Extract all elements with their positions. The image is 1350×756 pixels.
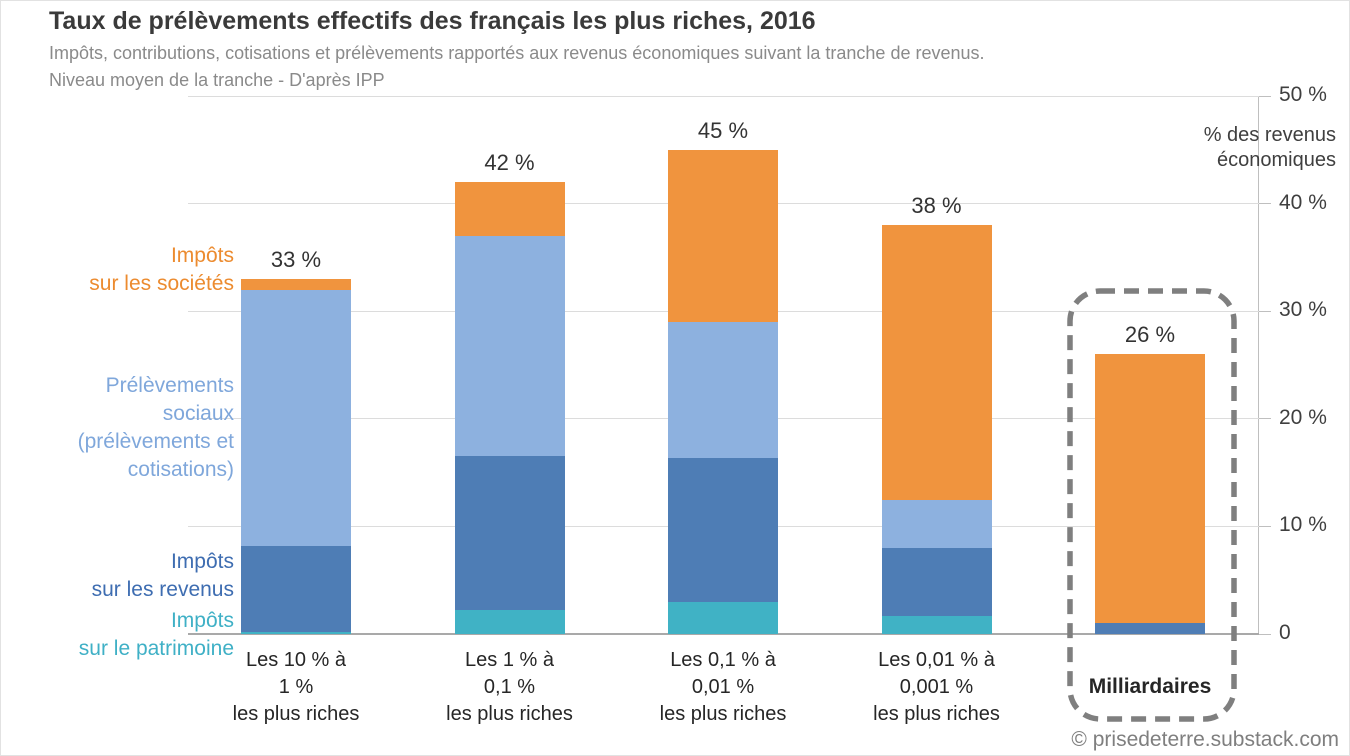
segment	[881, 615, 992, 634]
legend-item-patrimoine: Impôts sur le patrimoine	[1, 607, 234, 663]
segment	[454, 610, 565, 634]
segment	[454, 456, 565, 611]
category-label-line: 1 %	[278, 676, 314, 698]
category-label-line: Les 0,1 % à	[670, 649, 776, 671]
legend-item-revenus: Impôts sur les revenus	[1, 548, 234, 604]
segment	[241, 545, 351, 632]
category-label: Les 10 % à 1 % les plus riches	[181, 647, 411, 728]
category-label-line: les plus riches	[659, 703, 787, 725]
category-label-line: Milliardaires	[1088, 675, 1212, 698]
category-label: Les 0,1 % à 0,01 % les plus riches	[608, 647, 838, 728]
legend-label-line: Impôts	[170, 550, 234, 573]
bar-tranche-3	[668, 149, 778, 634]
segment	[1095, 623, 1205, 634]
legend-label-line: sur les sociétés	[89, 272, 234, 295]
gridline-50	[188, 95, 1259, 97]
segment	[241, 289, 351, 546]
legend-label-line: cotisations)	[127, 458, 234, 481]
legend-item-sociaux: Prélèvements sociaux (prélèvements et cotis…	[1, 372, 234, 484]
category-label-line: les plus riches	[232, 703, 360, 725]
segment	[668, 149, 778, 322]
segment	[241, 278, 351, 290]
segment	[241, 631, 351, 634]
segment	[881, 547, 992, 616]
y-tick-label-40: 40 %	[1279, 190, 1327, 214]
segment	[454, 182, 565, 236]
y-axis-line	[1258, 96, 1259, 634]
bar-tranche-4	[881, 225, 992, 634]
category-label-line: Les 10 % à	[245, 649, 347, 671]
y-tick-mark-10	[1259, 525, 1271, 527]
y-tick-mark-30	[1259, 310, 1271, 312]
bar-total-label: 42 %	[484, 150, 535, 176]
legend-label-line: sociaux	[162, 402, 234, 425]
plot-area	[188, 95, 1259, 635]
y-tick-mark-40	[1259, 203, 1271, 205]
legend-label-line: Impôts	[170, 609, 234, 632]
x-axis-baseline	[188, 633, 1259, 635]
legend-label-line: sur le patrimoine	[78, 637, 234, 660]
bar-tranche-1	[241, 278, 351, 634]
category-label-line: les plus riches	[873, 703, 1000, 725]
chart-title: Taux de prélèvements effectifs des franç…	[49, 7, 816, 35]
category-label: Les 1 % à 0,1 % les plus riches	[395, 647, 625, 728]
bar-total-label: 45 %	[697, 117, 749, 143]
y-tick-label-30: 30 %	[1279, 298, 1327, 322]
legend-item-societes: Impôts sur les sociétés	[1, 242, 234, 298]
segment	[454, 235, 565, 457]
y-tick-label-10: 10 %	[1279, 513, 1327, 537]
category-label: Les 0,01 % à 0,001 % les plus riches	[822, 647, 1052, 728]
bar-milliardaires	[1095, 354, 1205, 634]
y-tick-mark-0	[1259, 633, 1271, 635]
bar-total-label: 26 %	[1124, 322, 1176, 348]
segment	[1095, 354, 1205, 624]
segment	[881, 499, 992, 548]
segment	[668, 457, 778, 602]
copyright-text: © prisedeterre.substack.com	[1071, 728, 1339, 751]
y-tick-mark-50	[1259, 95, 1271, 97]
bar-tranche-2	[454, 182, 565, 634]
legend-label-line: Impôts	[170, 244, 234, 267]
legend-label-line: sur les revenus	[91, 578, 234, 601]
category-label-line: 0,001 %	[899, 676, 974, 698]
chart-subtitle-line2: Niveau moyen de la tranche - D'après IPP	[49, 70, 385, 90]
y-axis-title: % des revenus économiques	[1203, 124, 1336, 171]
segment	[881, 225, 992, 500]
y-tick-mark-20	[1259, 418, 1271, 420]
legend-label-line: (prélèvements et	[77, 430, 234, 453]
category-label-line: 0,1 %	[483, 676, 536, 698]
y-tick-label-0: 0	[1279, 621, 1291, 644]
category-label-line: Les 0,01 % à	[878, 649, 995, 671]
category-label-line: les plus riches	[446, 703, 573, 725]
bar-total-label: 38 %	[911, 193, 962, 219]
segment	[668, 322, 778, 458]
category-label-line: 0,01 %	[691, 676, 755, 698]
category-label-line: Les 1 % à	[465, 649, 554, 671]
legend-label-line: Prélèvements	[105, 374, 234, 397]
category-label: Milliardaires	[1035, 673, 1265, 700]
segment	[668, 601, 778, 634]
chart-subtitle-line1: Impôts, contributions, cotisations et pr…	[49, 43, 985, 63]
y-tick-label-50: 50 %	[1279, 83, 1327, 106]
bar-total-label: 33 %	[270, 246, 322, 272]
y-tick-label-20: 20 %	[1279, 405, 1327, 429]
